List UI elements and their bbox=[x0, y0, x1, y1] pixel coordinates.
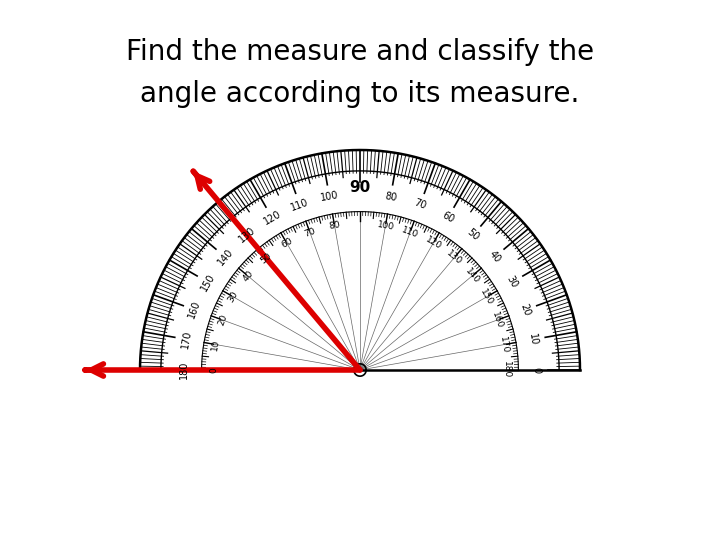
Text: 50: 50 bbox=[258, 251, 274, 265]
Text: 100: 100 bbox=[320, 190, 339, 203]
Text: 140: 140 bbox=[463, 267, 481, 286]
Text: 80: 80 bbox=[384, 191, 397, 202]
Text: 170: 170 bbox=[498, 335, 510, 354]
Text: 20: 20 bbox=[216, 313, 229, 327]
Text: 180: 180 bbox=[179, 361, 189, 379]
Text: 40: 40 bbox=[487, 249, 503, 265]
Text: 170: 170 bbox=[180, 329, 193, 349]
Text: 10: 10 bbox=[210, 338, 221, 351]
Text: 50: 50 bbox=[465, 227, 481, 243]
Text: 30: 30 bbox=[505, 274, 520, 290]
Text: 80: 80 bbox=[328, 220, 341, 231]
Text: 0: 0 bbox=[210, 367, 218, 373]
Text: 120: 120 bbox=[261, 208, 282, 227]
Text: angle according to its measure.: angle according to its measure. bbox=[140, 80, 580, 108]
Text: 70: 70 bbox=[303, 226, 317, 239]
Text: 110: 110 bbox=[400, 225, 420, 240]
Text: 130: 130 bbox=[444, 249, 464, 267]
Text: 10: 10 bbox=[527, 333, 539, 346]
Text: 110: 110 bbox=[289, 197, 310, 212]
Text: 150: 150 bbox=[199, 272, 217, 293]
Text: Find the measure and classify the: Find the measure and classify the bbox=[126, 38, 594, 66]
Text: 160: 160 bbox=[490, 310, 505, 329]
Text: 100: 100 bbox=[376, 220, 395, 232]
Text: 160: 160 bbox=[186, 300, 202, 320]
Text: 60: 60 bbox=[279, 237, 294, 250]
Text: 20: 20 bbox=[518, 302, 532, 318]
Text: 30: 30 bbox=[227, 289, 240, 304]
Text: 140: 140 bbox=[215, 247, 235, 267]
Polygon shape bbox=[354, 364, 366, 376]
Text: 120: 120 bbox=[423, 235, 443, 252]
Text: 40: 40 bbox=[240, 269, 255, 283]
Text: 70: 70 bbox=[413, 198, 428, 212]
Text: 90: 90 bbox=[349, 180, 371, 195]
Text: 0: 0 bbox=[531, 367, 541, 373]
Text: 180: 180 bbox=[502, 361, 510, 379]
Text: 150: 150 bbox=[479, 287, 495, 307]
Text: 60: 60 bbox=[440, 210, 456, 225]
Text: 130: 130 bbox=[237, 225, 257, 245]
